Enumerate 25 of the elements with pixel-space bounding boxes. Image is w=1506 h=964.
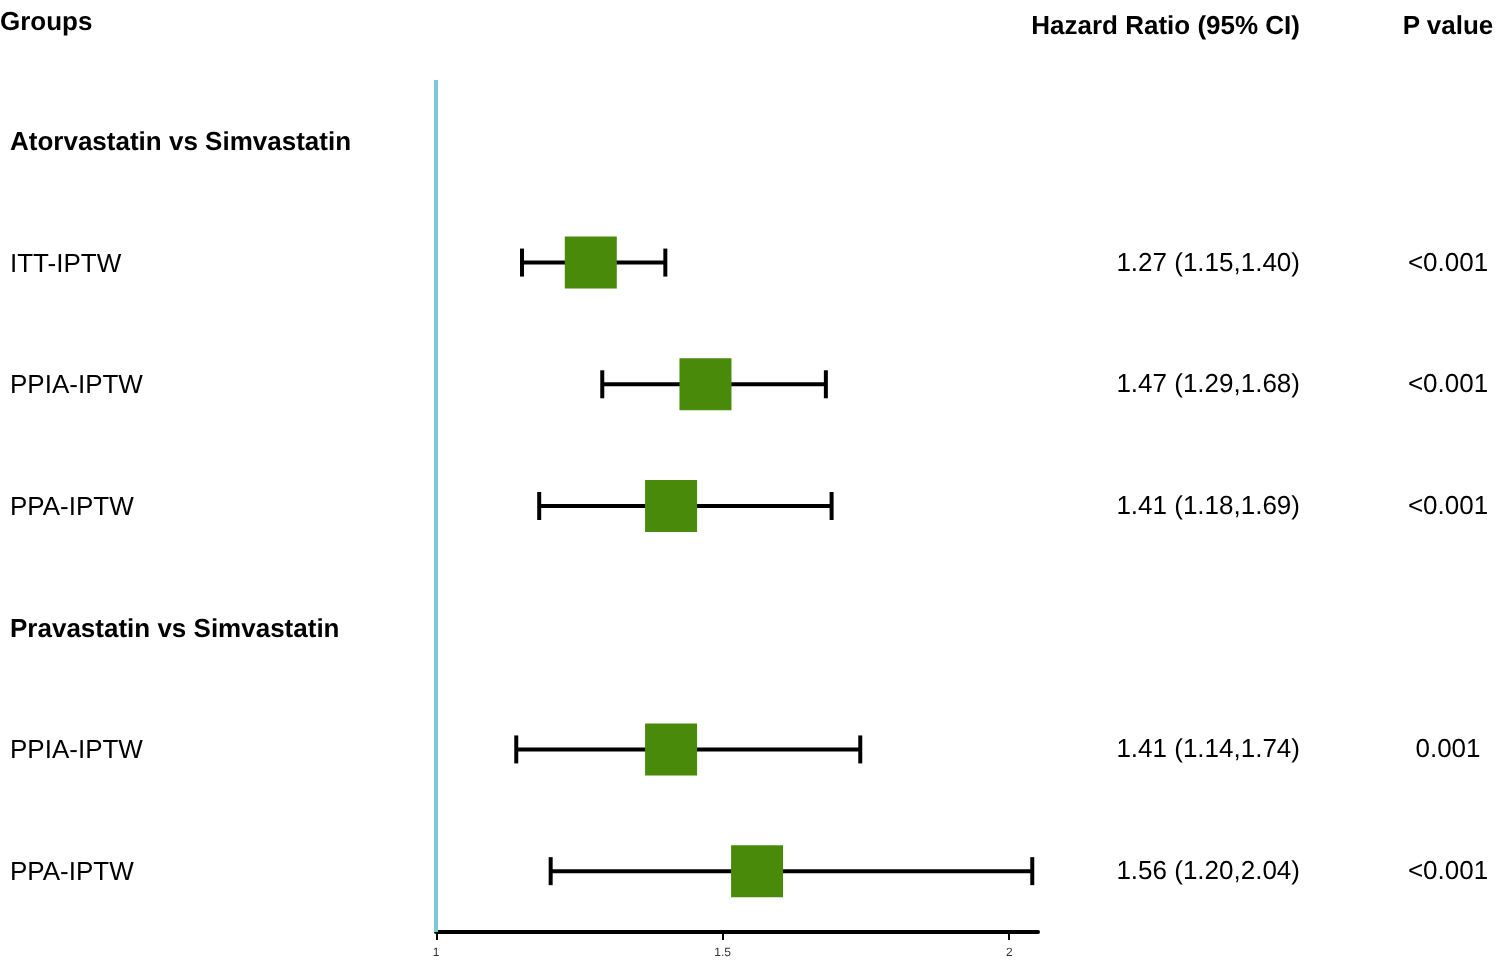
point	[645, 723, 698, 776]
data-label: 1.56 (1.20,2.04)	[1116, 855, 1300, 886]
y-tick-label: PPIA-IPTW	[10, 734, 145, 765]
point	[679, 358, 732, 411]
point	[645, 480, 698, 532]
y-tick-label: Pravastatin vs Simvastatin	[10, 612, 340, 643]
data-label: 1.47 (1.29,1.68)	[1116, 368, 1300, 399]
text: Hazard Ratio (95% CI)	[1031, 10, 1300, 40]
y-axis-title: Groups	[0, 6, 93, 36]
data-label: 1.41 (1.18,1.69)	[1116, 490, 1300, 520]
data-label: 1.27 (1.15,1.40)	[1116, 246, 1300, 277]
text: 0.001	[1415, 733, 1481, 764]
y-tick-label: PPA-IPTW	[10, 491, 136, 521]
point	[731, 845, 784, 898]
y-tick-label: Atorvastatin vs Simvastatin	[10, 125, 352, 156]
y-tick-label: PPA-IPTW	[10, 856, 136, 887]
y-tick-label: ITT-IPTW	[10, 247, 123, 278]
text: P value	[1402, 10, 1494, 40]
data-label: 1.41 (1.14,1.74)	[1116, 733, 1300, 764]
point	[564, 236, 617, 289]
text: <0.001	[1407, 490, 1489, 520]
text: <0.001	[1407, 368, 1489, 399]
text: <0.001	[1407, 855, 1489, 886]
y-tick-label: PPIA-IPTW	[10, 369, 145, 400]
text: <0.001	[1407, 246, 1489, 277]
